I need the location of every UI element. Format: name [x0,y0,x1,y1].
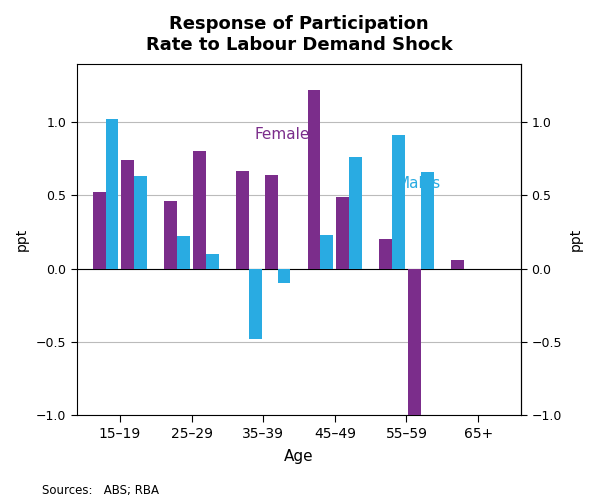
Bar [321,235,334,268]
Bar [93,193,105,268]
Y-axis label: ppt: ppt [15,228,29,251]
Bar [193,152,206,268]
Bar [379,240,392,268]
Title: Response of Participation
Rate to Labour Demand Shock: Response of Participation Rate to Labour… [146,15,452,54]
Bar [264,175,277,268]
X-axis label: Age: Age [284,449,314,464]
Text: Females: Females [255,127,318,142]
Bar [307,90,321,268]
Bar [105,119,118,268]
Bar [336,197,349,268]
Y-axis label: ppt: ppt [569,228,583,251]
Bar [206,254,219,268]
Bar [277,268,291,283]
Bar [349,157,362,268]
Bar [249,268,262,339]
Bar [408,268,421,415]
Bar [236,171,249,268]
Bar [134,176,147,268]
Bar [451,260,464,268]
Bar [121,160,134,268]
Bar [392,135,405,268]
Text: Sources:   ABS; RBA: Sources: ABS; RBA [42,484,159,497]
Text: Males: Males [396,176,441,191]
Bar [164,201,177,268]
Bar [421,172,434,268]
Bar [177,237,190,268]
